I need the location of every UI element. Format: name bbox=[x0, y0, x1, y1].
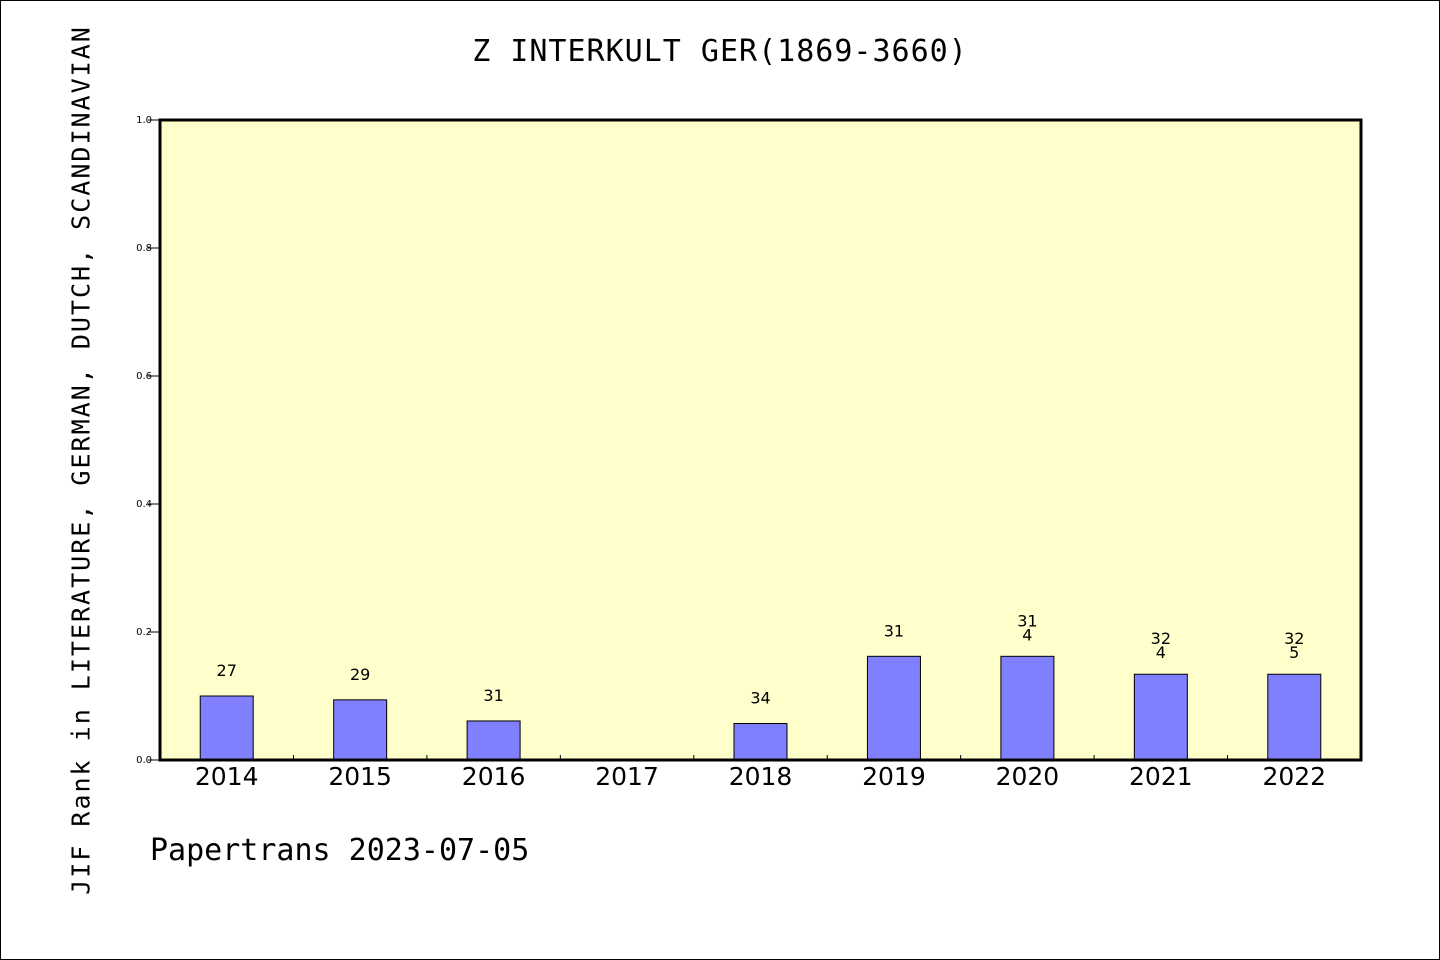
x-tick-label: 2014 bbox=[195, 762, 259, 791]
y-tick-label: 0.8 bbox=[136, 243, 152, 254]
x-tick-label: 2020 bbox=[996, 762, 1060, 791]
y-tick-label: 0.0 bbox=[136, 755, 152, 766]
plot-area bbox=[160, 120, 1361, 760]
x-tick-label: 2022 bbox=[1262, 762, 1326, 791]
x-tick-label: 2019 bbox=[862, 762, 926, 791]
x-tick-label: 2016 bbox=[462, 762, 526, 791]
data-label-2014: 27 bbox=[217, 661, 237, 680]
data-label-2022: 5 bbox=[1289, 643, 1299, 662]
data-label-2015: 29 bbox=[350, 665, 370, 684]
data-label-2021: 4 bbox=[1156, 643, 1166, 662]
data-label-2019: 31 bbox=[884, 621, 904, 640]
x-tick-label: 2017 bbox=[595, 762, 659, 791]
y-tick-label: 0.4 bbox=[136, 499, 152, 510]
bar-2016 bbox=[466, 720, 521, 761]
data-label-2021: 32 bbox=[1151, 629, 1171, 648]
x-tick-label: 2015 bbox=[328, 762, 392, 791]
bar-2014 bbox=[199, 695, 254, 761]
y-tick-label: 1.0 bbox=[136, 115, 152, 126]
bar-2021 bbox=[1133, 673, 1188, 761]
bar-2018 bbox=[733, 723, 788, 761]
data-label-2022: 32 bbox=[1284, 629, 1304, 648]
data-label-2016: 31 bbox=[483, 686, 503, 705]
x-tick-label: 2021 bbox=[1129, 762, 1193, 791]
bar-2019 bbox=[866, 655, 921, 761]
data-label-2020: 4 bbox=[1022, 625, 1032, 644]
bar-2022 bbox=[1267, 673, 1322, 761]
data-label-2020: 31 bbox=[1017, 611, 1037, 630]
footer-credit: Papertrans 2023-07-05 bbox=[150, 833, 530, 868]
bar-2015 bbox=[333, 699, 388, 761]
data-label-2018: 34 bbox=[750, 689, 770, 708]
y-tick-label: 0.6 bbox=[136, 371, 152, 382]
x-tick-label: 2018 bbox=[729, 762, 793, 791]
y-tick-label: 0.2 bbox=[136, 627, 152, 638]
chart-title: Z INTERKULT GER(1869-3660) bbox=[472, 34, 968, 69]
plot-border bbox=[158, 118, 1363, 762]
bar-2020 bbox=[1000, 655, 1055, 761]
